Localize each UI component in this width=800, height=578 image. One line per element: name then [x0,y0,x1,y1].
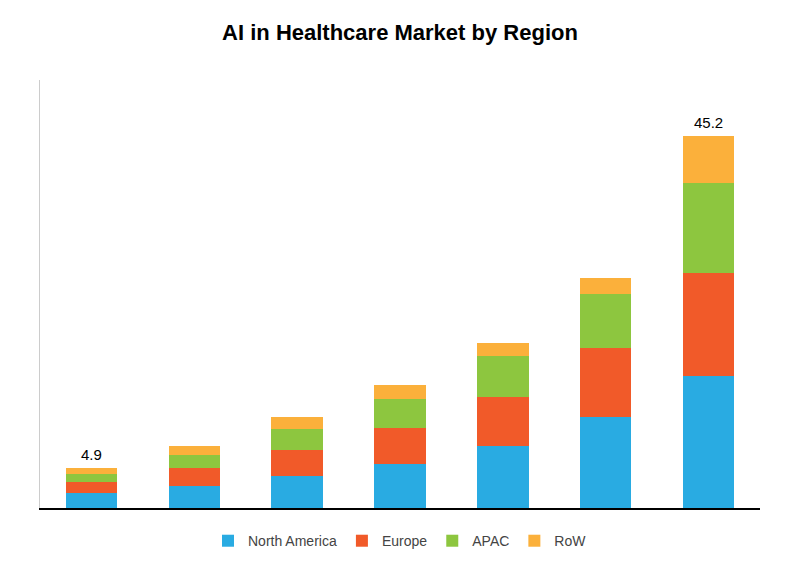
svg-text:APAC: APAC [472,533,509,549]
svg-text:Europe: Europe [382,533,427,549]
svg-text:AI in Healthcare Market by Reg: AI in Healthcare Market by Region [222,20,578,45]
svg-text:North America: North America [248,533,337,549]
svg-text:45.2: 45.2 [694,114,723,131]
svg-text:RoW: RoW [554,533,586,549]
svg-text:4.9: 4.9 [81,446,102,463]
